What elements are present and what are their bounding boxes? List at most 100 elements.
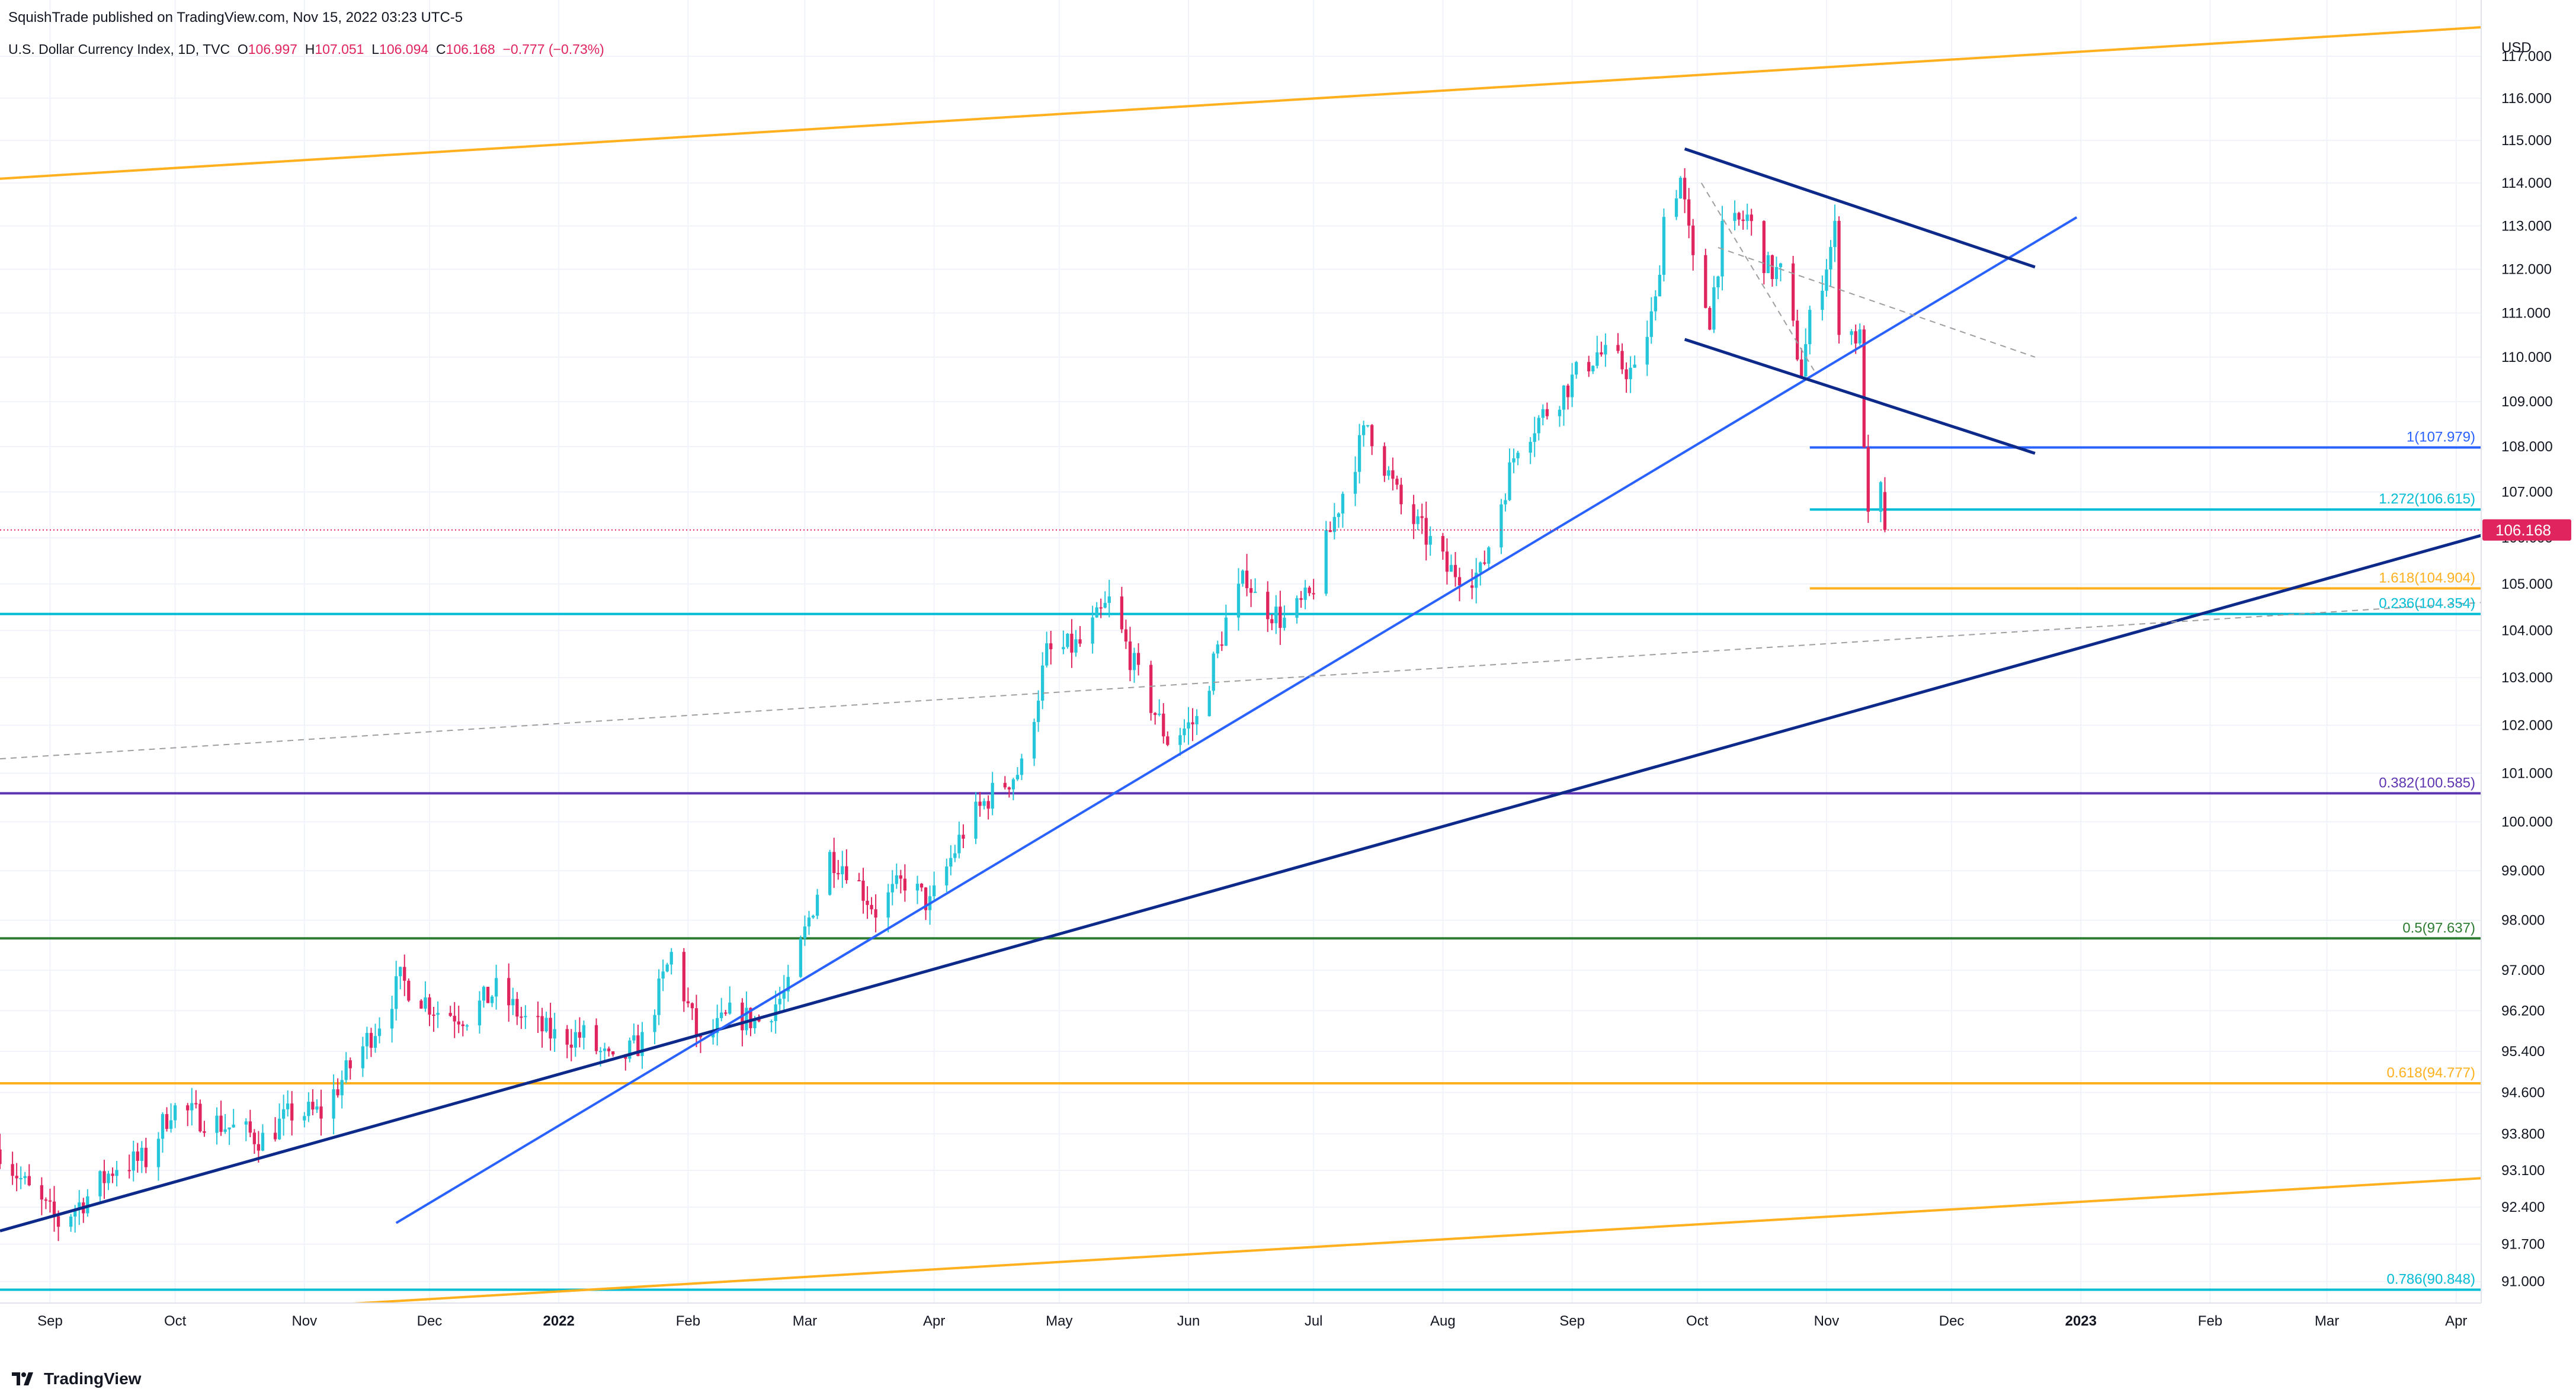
trendline-drawings	[0, 26, 2482, 1307]
candle	[1124, 620, 1128, 649]
candle	[1833, 204, 1837, 262]
candle-body	[78, 1202, 81, 1210]
candle-body	[395, 976, 398, 1009]
candle-body	[486, 987, 490, 1003]
time-tick-label: Nov	[291, 1313, 317, 1329]
candle-body	[1041, 665, 1045, 701]
candle-body	[419, 1000, 423, 1009]
candle-body	[511, 999, 515, 1006]
candle	[1716, 275, 1720, 300]
candle-body	[390, 1009, 394, 1029]
candle-body	[140, 1147, 143, 1161]
candle-body	[69, 1216, 73, 1227]
candle-body	[686, 1001, 690, 1003]
candle	[982, 798, 986, 810]
candle-body	[1245, 570, 1249, 588]
candle	[244, 1118, 248, 1141]
candle-body	[261, 1132, 265, 1151]
candle-body	[1821, 290, 1824, 310]
candle-body	[757, 1018, 761, 1022]
candle	[1191, 708, 1194, 742]
candle-body	[1383, 446, 1386, 476]
candle	[1649, 297, 1653, 344]
candle	[1032, 718, 1036, 766]
candle	[311, 1089, 315, 1115]
candle-body	[1207, 691, 1211, 717]
candle	[1850, 329, 1853, 345]
candle-body	[173, 1105, 177, 1121]
price-tick-label: 91.000	[2501, 1274, 2545, 1290]
candle	[841, 851, 844, 888]
time-tick-label: Oct	[164, 1313, 187, 1329]
candle	[1387, 466, 1390, 480]
time-tick-label: Nov	[1814, 1313, 1840, 1329]
candle	[682, 948, 685, 1012]
candle-body	[161, 1114, 165, 1139]
time-tick-label: Feb	[2198, 1313, 2222, 1329]
last-price-badge	[2482, 519, 2571, 541]
open-label: O	[237, 41, 248, 57]
tradingview-logo[interactable]: TradingView	[11, 1369, 141, 1388]
price-tick-label: 98.000	[2501, 913, 2545, 929]
candle	[127, 1154, 131, 1179]
candle-body	[724, 1012, 728, 1014]
price-tick-label: 99.000	[2501, 863, 2545, 879]
candle	[1162, 703, 1165, 744]
candle	[1537, 415, 1540, 441]
candle	[232, 1109, 235, 1128]
candle-body	[290, 1103, 294, 1121]
candle-body	[640, 1032, 644, 1056]
candle-body	[899, 875, 902, 879]
candle	[1062, 630, 1065, 654]
candle	[1545, 402, 1549, 420]
publisher-line: SquishTrade published on TradingView.com…	[8, 9, 463, 25]
candle-body	[273, 1132, 277, 1140]
candle-body	[1095, 607, 1098, 618]
candle-body	[1453, 564, 1457, 577]
candle	[215, 1107, 219, 1145]
candle-body	[1620, 351, 1624, 370]
candle-body	[1224, 617, 1228, 646]
candle	[1357, 423, 1361, 484]
candle-body	[661, 971, 665, 979]
candle-body	[1541, 409, 1545, 418]
candle	[248, 1109, 252, 1137]
candle	[457, 1005, 460, 1034]
candle-body	[1558, 409, 1562, 416]
candle	[924, 887, 928, 920]
candle-body	[1420, 516, 1424, 518]
candle-body	[520, 1016, 523, 1018]
time-axis[interactable]: Sep Oct Nov Dec 2022 Feb Mar Apr May Jun Jul Aug Sep…	[0, 1302, 2576, 1350]
candle	[1712, 275, 1716, 333]
candle	[1457, 567, 1462, 602]
candle	[373, 1023, 377, 1053]
candle	[1500, 499, 1503, 554]
candle	[1120, 586, 1124, 633]
fib-level-label: 0.382(100.585)	[2379, 775, 2475, 791]
candle-body	[1470, 585, 1474, 588]
candle-body	[1066, 633, 1069, 647]
candle-body	[369, 1032, 373, 1048]
price-tick-label: 117.000	[2501, 49, 2552, 65]
candle-body	[1837, 220, 1841, 335]
price-tick-label: 114.000	[2501, 175, 2552, 191]
price-tick-label: 103.000	[2501, 670, 2553, 686]
close-label: C	[435, 41, 446, 57]
candle	[1837, 216, 1841, 344]
candle-body	[569, 1044, 573, 1048]
lower-channel-line	[316, 1177, 2482, 1307]
candle-body	[48, 1200, 52, 1202]
candle-body	[1191, 722, 1194, 724]
candle	[716, 1005, 719, 1046]
candle	[1070, 619, 1074, 668]
candle	[228, 1127, 231, 1145]
candle-body	[490, 996, 494, 1003]
candle	[494, 964, 498, 1010]
candle	[1587, 355, 1591, 377]
candle	[1825, 259, 1828, 297]
candle-body	[482, 987, 486, 1001]
candle-body	[73, 1209, 77, 1217]
candle	[1220, 631, 1223, 652]
